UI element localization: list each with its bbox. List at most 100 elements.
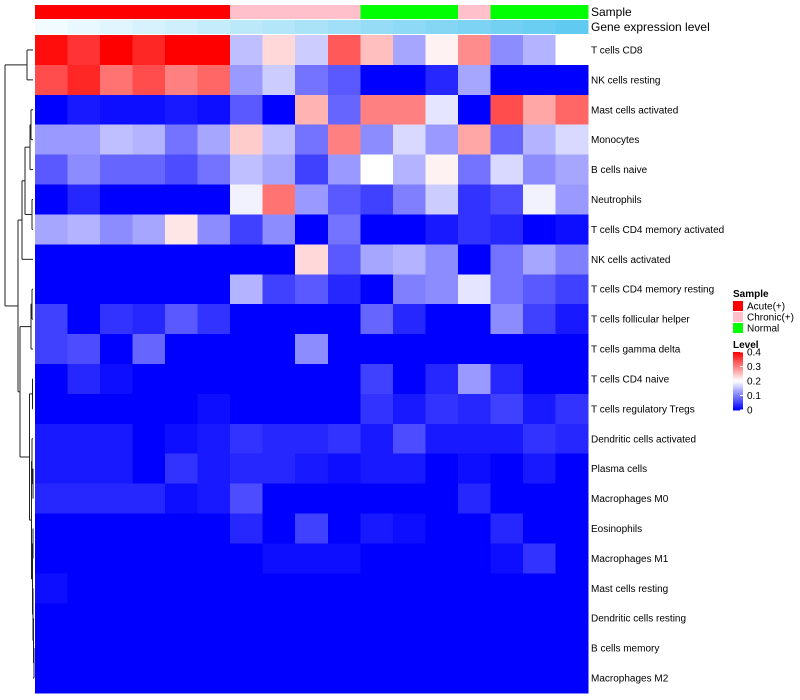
heatmap-cell	[327, 453, 361, 485]
row-label: B cells memory	[591, 644, 659, 655]
heatmap-cell	[392, 35, 426, 66]
heatmap-cell	[490, 364, 524, 395]
row-label: NK cells resting	[591, 75, 660, 86]
heatmap-cell	[555, 274, 589, 305]
heatmap-cell	[262, 423, 296, 455]
heatmap-cell	[392, 124, 426, 156]
sample-annotation-cell	[67, 5, 101, 19]
heatmap-cell	[132, 244, 166, 275]
heatmap-cell	[165, 274, 199, 305]
expression-annotation-cell	[522, 20, 557, 34]
heatmap-cell	[230, 274, 264, 305]
heatmap-cell	[327, 393, 361, 425]
heatmap-cell	[230, 453, 264, 485]
heatmap-cell	[67, 214, 101, 245]
heatmap-cell	[360, 453, 394, 485]
heatmap-cell	[262, 543, 296, 574]
heatmap-cell	[100, 64, 134, 96]
heatmap-cell	[490, 154, 524, 186]
heatmap-cell	[230, 304, 264, 335]
heatmap-cell	[425, 364, 459, 395]
heatmap-cell	[100, 543, 134, 574]
level-colorbar-segment	[733, 404, 743, 407]
row-label: T cells CD4 memory activated	[591, 225, 724, 236]
heatmap-cell	[327, 304, 361, 335]
heatmap-cell	[327, 603, 361, 634]
level-colorbar-segment	[733, 383, 743, 386]
heatmap-cell	[230, 483, 264, 515]
heatmap-cell	[327, 214, 361, 245]
heatmap-cell	[165, 513, 199, 545]
heatmap-cell	[327, 364, 361, 395]
heatmap-cell	[327, 94, 361, 126]
heatmap-cell	[35, 35, 69, 66]
heatmap-cell	[327, 35, 361, 66]
sample-annotation-cell	[392, 5, 426, 19]
row-label: T cells CD4 naive	[591, 374, 670, 385]
heatmap-cell	[360, 94, 394, 126]
heatmap-cell	[327, 483, 361, 515]
heatmap-cell	[522, 513, 557, 545]
level-tick-label: 0	[747, 406, 753, 417]
row-label: Plasma cells	[591, 464, 647, 475]
heatmap-cell	[392, 633, 426, 664]
heatmap-cell	[262, 663, 296, 694]
heatmap-cell	[457, 364, 492, 395]
heatmap-cell	[425, 64, 459, 96]
sample-annotation-cell	[490, 5, 524, 19]
heatmap-cell	[230, 633, 264, 664]
expression-annotation-cell	[230, 20, 264, 34]
heatmap-cell	[555, 573, 589, 604]
heatmap-cell	[197, 603, 231, 634]
heatmap-cell	[490, 573, 524, 604]
sample-annotation-cell	[35, 5, 69, 19]
heatmap-cell	[392, 364, 426, 395]
level-colorbar-segment	[733, 365, 743, 367]
heatmap-cell	[457, 573, 492, 604]
heatmap-cell	[555, 184, 589, 216]
heatmap-cell	[522, 334, 557, 365]
heatmap-cell	[100, 244, 134, 275]
expression-annotation-cell	[490, 20, 524, 34]
heatmap-cell	[132, 663, 166, 694]
heatmap-cell	[327, 64, 361, 96]
heatmap-cell	[327, 274, 361, 305]
heatmap-cell	[295, 154, 329, 186]
sample-annotation-cell	[165, 5, 199, 19]
heatmap-cell	[457, 214, 492, 245]
heatmap-cell	[67, 304, 101, 335]
heatmap-cell	[425, 124, 459, 156]
heatmap-cell	[425, 334, 459, 365]
heatmap-cell	[100, 423, 134, 455]
heatmap-cell	[490, 603, 524, 634]
heatmap-cell	[295, 94, 329, 126]
heatmap-cell	[425, 423, 459, 455]
heatmap-cell	[262, 124, 296, 156]
heatmap-cell	[522, 453, 557, 485]
heatmap-cell	[425, 633, 459, 664]
heatmap-cell	[67, 154, 101, 186]
heatmap-cell	[132, 124, 166, 156]
heatmap-cell	[230, 573, 264, 604]
heatmap-cell	[392, 513, 426, 545]
heatmap-cell	[360, 423, 394, 455]
heatmap-cell	[522, 35, 557, 66]
row-label: T cells gamma delta	[591, 345, 681, 356]
heatmap-cell	[165, 154, 199, 186]
heatmap-cell	[555, 35, 589, 66]
level-colorbar-segment	[733, 381, 743, 383]
heatmap-cell	[555, 364, 589, 395]
heatmap-cell	[230, 663, 264, 694]
heatmap-cell	[360, 214, 394, 245]
heatmap-cell	[295, 304, 329, 335]
row-labels: T cells CD8 NK cells resting Mast cells ac…	[591, 45, 724, 684]
heatmap-cell	[555, 603, 589, 634]
heatmap-cell	[165, 124, 199, 156]
heatmap-cell	[132, 364, 166, 395]
heatmap-cell	[197, 214, 231, 245]
heatmap-cell	[100, 573, 134, 604]
row-label: Macrophages M0	[591, 494, 669, 505]
heatmap-cell	[457, 94, 492, 126]
heatmap-cell	[327, 663, 361, 694]
level-colorbar-segment	[733, 405, 743, 408]
